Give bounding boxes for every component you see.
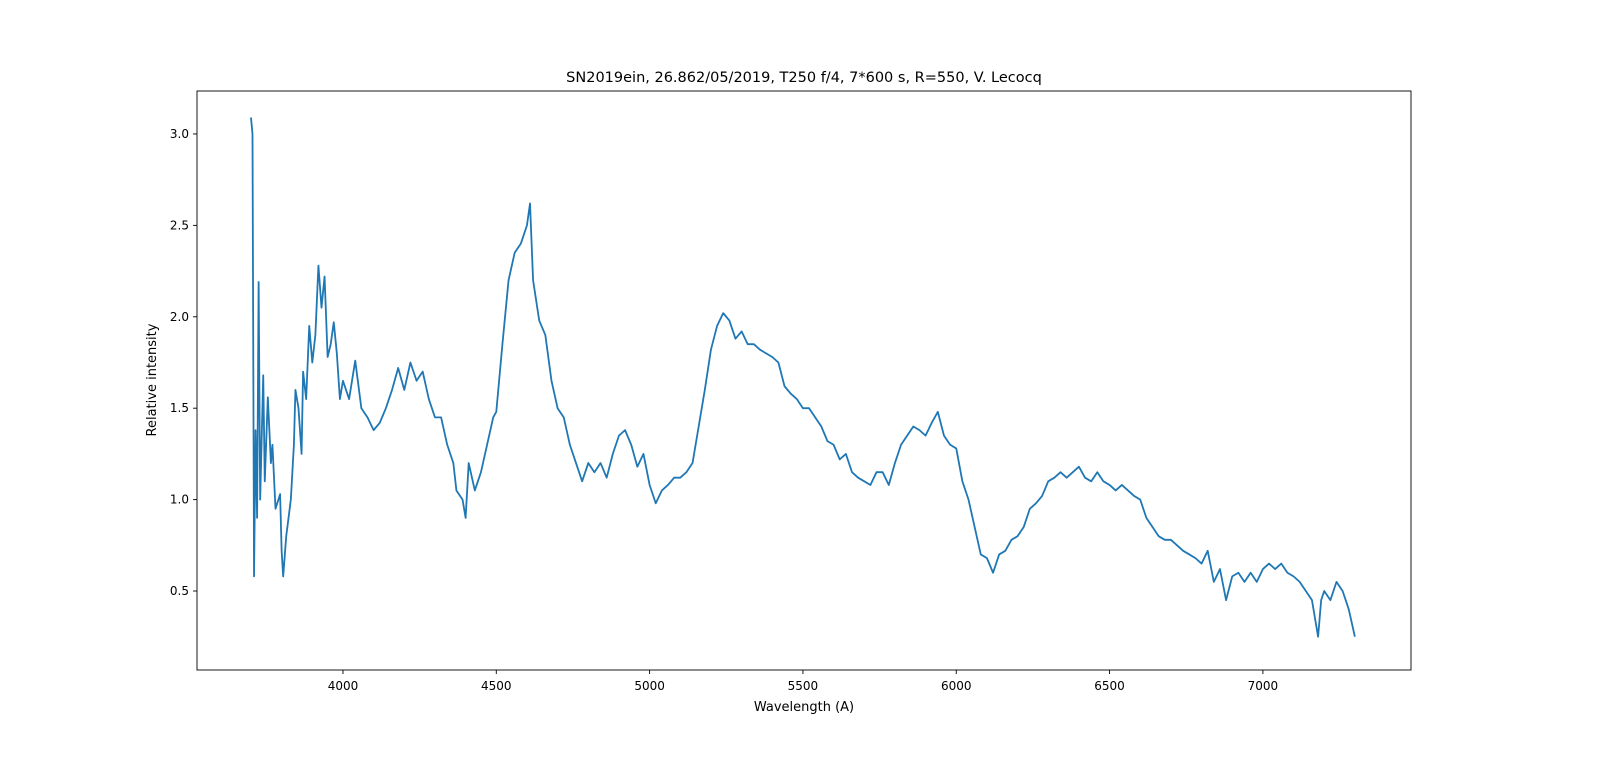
x-tick-label: 4500 xyxy=(481,679,512,693)
y-tick-label: 0.5 xyxy=(170,584,189,598)
chart-title: SN2019ein, 26.862/05/2019, T250 f/4, 7*6… xyxy=(566,70,1042,86)
y-tick-label: 2.0 xyxy=(170,310,189,324)
y-axis-label: Relative intensity xyxy=(145,323,160,436)
x-tick-label: 4000 xyxy=(328,679,359,693)
plot-frame xyxy=(196,90,1412,671)
y-tick-label: 1.0 xyxy=(170,493,189,507)
x-tick-label: 6500 xyxy=(1094,679,1125,693)
x-axis-label: Wavelength (A) xyxy=(754,700,854,715)
spectrum-line xyxy=(250,117,1356,638)
x-tick-label: 6000 xyxy=(941,679,972,693)
x-tick-label: 5500 xyxy=(788,679,819,693)
y-tick-label: 2.5 xyxy=(170,218,189,232)
x-tick-label: 7000 xyxy=(1248,679,1279,693)
y-tick-label: 1.5 xyxy=(170,401,189,415)
x-tick-label: 5000 xyxy=(634,679,665,693)
y-tick-label: 3.0 xyxy=(170,127,189,141)
